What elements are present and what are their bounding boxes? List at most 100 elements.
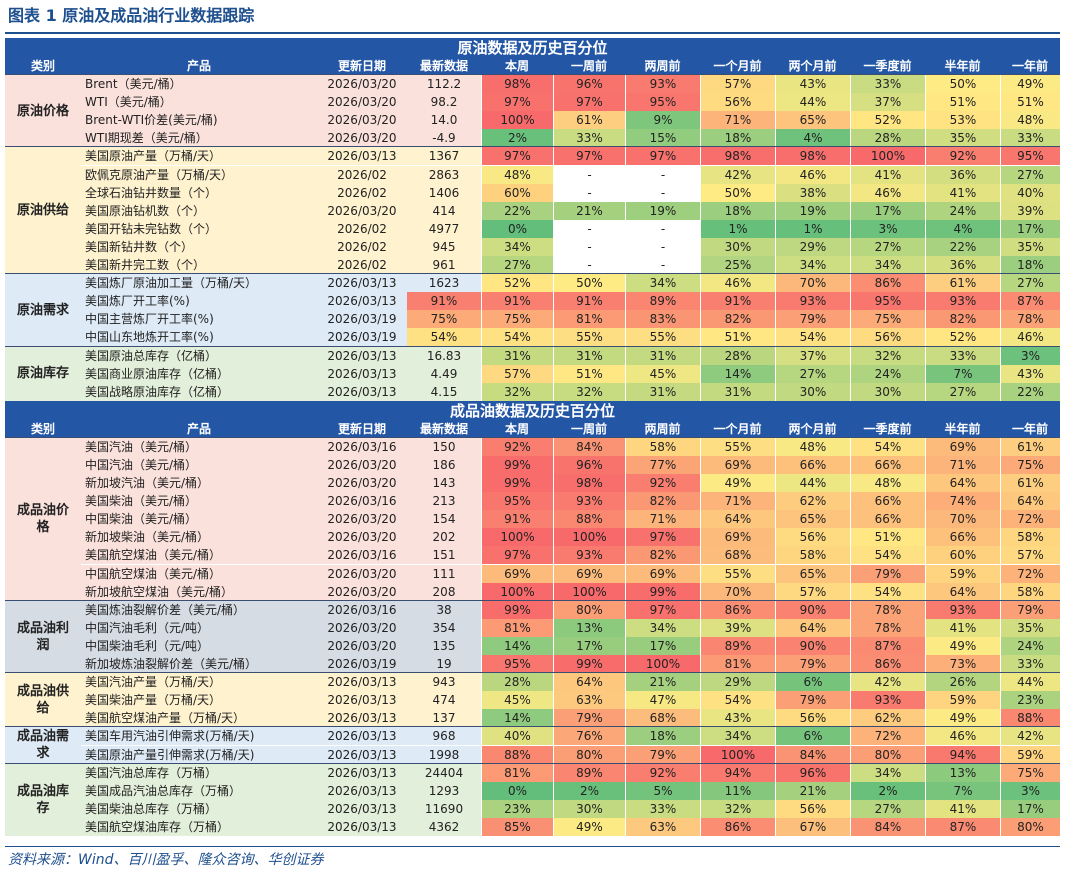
- product-name: 中国汽油（美元/桶）: [81, 455, 317, 474]
- percentile-cell: 82%: [625, 492, 700, 511]
- percentile-cell: 44%: [775, 93, 850, 112]
- product-name: 美国汽油产量（万桶/天）: [81, 673, 317, 692]
- table-row: WTI（美元/桶） 2026/03/20 98.2 97% 97% 95% 56% 44% 37…: [5, 93, 1060, 112]
- percentile-cell: 54%: [775, 328, 850, 347]
- percentile-cell: 75%: [481, 310, 553, 329]
- percentile-cell: 57%: [481, 364, 553, 383]
- update-date: 2026/03/16: [317, 437, 407, 456]
- percentile-cell: 24%: [1000, 636, 1060, 655]
- percentile-cell: 34%: [481, 237, 553, 256]
- percentile-cell: 51%: [700, 328, 775, 347]
- percentile-cell: 49%: [925, 636, 1000, 655]
- percentile-cell: 97%: [625, 528, 700, 547]
- product-name: 全球石油钻井数量（个）: [81, 183, 317, 202]
- percentile-cell: 80%: [553, 745, 625, 764]
- percentile-cell: 64%: [700, 510, 775, 529]
- column-header: 本周: [481, 58, 553, 75]
- percentile-cell: 56%: [775, 799, 850, 818]
- percentile-cell: 47%: [625, 691, 700, 710]
- column-header: 两周前: [625, 420, 700, 438]
- product-name: 美国成品汽油总库存（万桶）: [81, 781, 317, 800]
- percentile-cell: 63%: [553, 691, 625, 710]
- percentile-cell: 51%: [850, 528, 925, 547]
- percentile-cell: 99%: [481, 600, 553, 619]
- product-name: 美国汽油总库存（万桶）: [81, 763, 317, 782]
- percentile-cell: 50%: [925, 75, 1000, 94]
- section-title: 成品油数据及历史百分位: [5, 400, 1060, 421]
- latest-value: 1293: [407, 781, 481, 800]
- percentile-cell: 2%: [481, 129, 553, 148]
- table-header-row: 类别 产品 更新日期 最新数据 本周 一周前 两周前 一个月前 两个月前 一季度前 半年前 一年前: [5, 420, 1060, 438]
- update-date: 2026/03/20: [317, 455, 407, 474]
- column-header: 一年前: [1000, 58, 1060, 75]
- percentile-cell: 1%: [775, 219, 850, 238]
- percentile-cell: 60%: [481, 183, 553, 202]
- table-row: 中国航空煤油（美元/桶） 2026/03/20 111 69% 69% 69% 55% 65%…: [5, 564, 1060, 583]
- percentile-cell: 80%: [850, 745, 925, 764]
- column-header: 一季度前: [850, 420, 925, 438]
- percentile-cell: 34%: [850, 256, 925, 275]
- percentile-cell: 97%: [553, 147, 625, 166]
- latest-value: 75%: [407, 310, 481, 329]
- percentile-cell: 55%: [700, 437, 775, 456]
- percentile-cell: 27%: [925, 382, 1000, 401]
- figure-title: 图表 1 原油及成品油行业数据跟踪: [8, 6, 255, 25]
- percentile-cell: 32%: [553, 382, 625, 401]
- product-name: 美国原油产量引伸需求(万桶/天): [81, 745, 317, 764]
- percentile-cell: 51%: [925, 93, 1000, 112]
- percentile-cell: 97%: [625, 147, 700, 166]
- percentile-cell: 41%: [925, 183, 1000, 202]
- percentile-cell: 41%: [925, 799, 1000, 818]
- table-row: 美国原油产量（万桶/天） 2026/03/13 1367 97% 97% 97% 98% 98…: [5, 147, 1060, 166]
- percentile-cell: 81%: [481, 763, 553, 782]
- update-date: 2026/03/20: [317, 510, 407, 529]
- percentile-cell: 66%: [925, 528, 1000, 547]
- percentile-cell: 21%: [775, 781, 850, 800]
- product-name: 美国新钻井数（个）: [81, 237, 317, 256]
- percentile-cell: 53%: [925, 111, 1000, 130]
- percentile-cell: 4%: [775, 129, 850, 148]
- percentile-cell: 82%: [925, 310, 1000, 329]
- percentile-cell: 42%: [700, 165, 775, 184]
- percentile-cell: 46%: [700, 274, 775, 293]
- column-header: 一周前: [553, 420, 625, 438]
- percentile-cell: 91%: [481, 510, 553, 529]
- percentile-cell: 19%: [625, 201, 700, 220]
- percentile-cell: 43%: [1000, 364, 1060, 383]
- percentile-cell: 24%: [925, 201, 1000, 220]
- percentile-cell: 34%: [850, 763, 925, 782]
- percentile-cell: 27%: [775, 364, 850, 383]
- percentile-cell: 72%: [850, 727, 925, 746]
- source-rule: [5, 846, 1060, 847]
- table-row: 中国柴油毛利（元/吨） 2026/03/20 135 14% 17% 17% 89% 90% 8…: [5, 636, 1060, 655]
- latest-value: 968: [407, 727, 481, 746]
- percentile-cell: 42%: [1000, 727, 1060, 746]
- category-label: 成品油利润: [5, 600, 81, 674]
- category-label: 成品油需求: [5, 727, 81, 764]
- percentile-cell: 17%: [553, 636, 625, 655]
- update-date: 2026/03/20: [317, 474, 407, 493]
- percentile-cell: 28%: [700, 346, 775, 365]
- percentile-cell: 57%: [775, 582, 850, 601]
- percentile-cell: 35%: [925, 129, 1000, 148]
- percentile-cell: 93%: [775, 292, 850, 311]
- percentile-cell: 43%: [775, 75, 850, 94]
- percentile-cell: 89%: [700, 636, 775, 655]
- percentile-cell: 17%: [625, 636, 700, 655]
- percentile-cell: -: [553, 165, 625, 184]
- percentile-cell: 9%: [625, 111, 700, 130]
- table-row: 美国航空煤油产量（万桶/天） 2026/03/13 137 14% 79% 68% 43% 5…: [5, 709, 1060, 728]
- category-label: 原油库存: [5, 346, 81, 401]
- percentile-cell: 30%: [850, 382, 925, 401]
- product-name: 美国炼厂开工率(%): [81, 292, 317, 311]
- column-header: 一周前: [553, 58, 625, 75]
- latest-value: 354: [407, 618, 481, 637]
- percentile-cell: 73%: [925, 655, 1000, 674]
- table-row: 新加坡汽油（美元/桶） 2026/03/20 143 99% 98% 92% 49% 44% 4…: [5, 474, 1060, 493]
- latest-value: -4.9: [407, 129, 481, 148]
- percentile-cell: 87%: [1000, 292, 1060, 311]
- percentile-cell: 13%: [553, 618, 625, 637]
- percentile-cell: 17%: [1000, 799, 1060, 818]
- percentile-cell: -: [625, 219, 700, 238]
- percentile-cell: 65%: [775, 510, 850, 529]
